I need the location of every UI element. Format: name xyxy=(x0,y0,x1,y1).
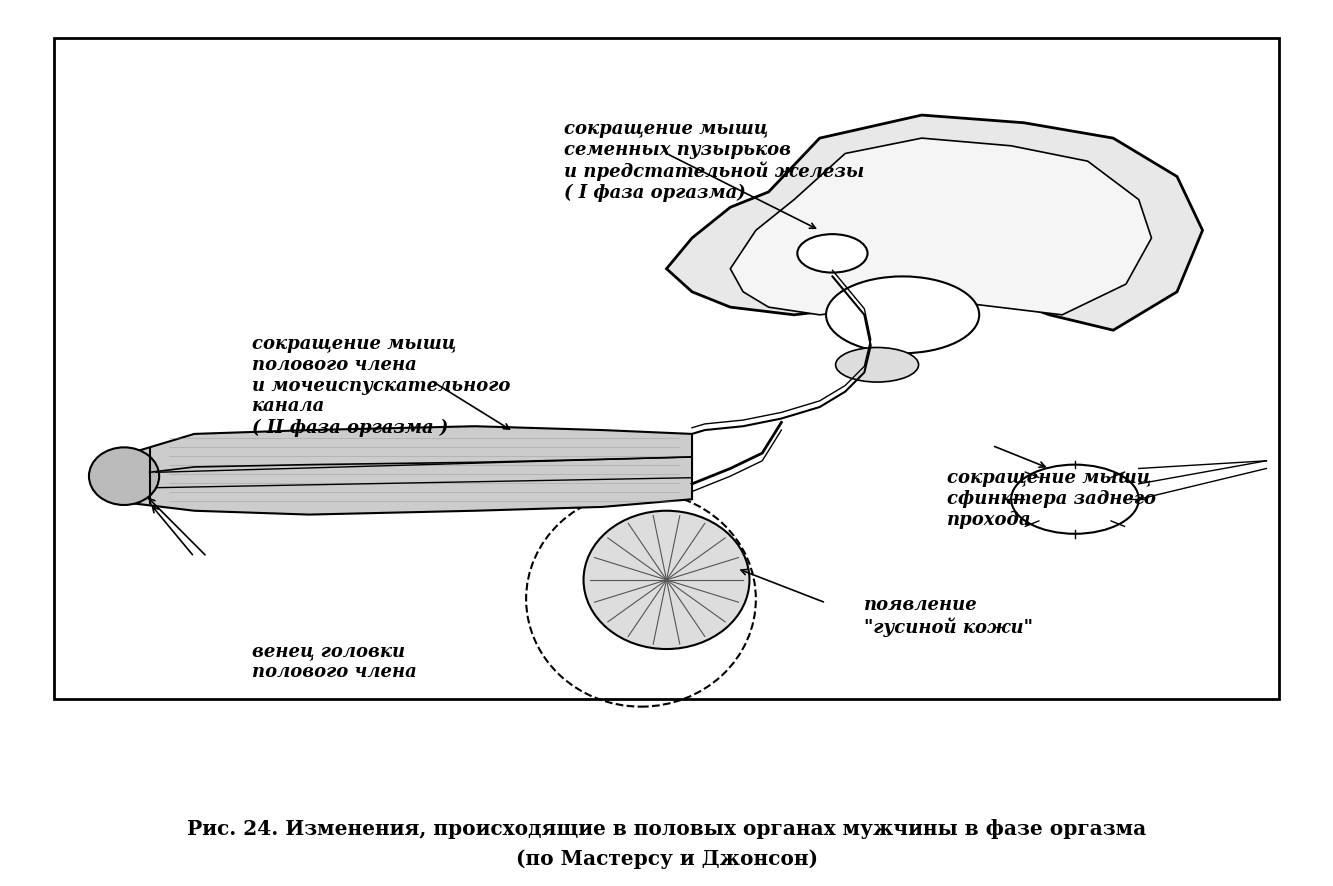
Text: (по Мастерсу и Джонсон): (по Мастерсу и Джонсон) xyxy=(516,848,817,867)
Ellipse shape xyxy=(826,277,980,354)
Text: сокращение мышц
сфинктера заднего
прохода: сокращение мышц сфинктера заднего проход… xyxy=(948,469,1156,528)
Text: сокращение мышц
семенных пузырьков
и предстательной железы
( I фаза оргазма): сокращение мышц семенных пузырьков и пре… xyxy=(564,120,865,202)
Text: Рис. 24. Изменения, происходящие в половых органах мужчины в фазе оргазма: Рис. 24. Изменения, происходящие в полов… xyxy=(187,819,1146,838)
Text: венец головки
полового члена: венец головки полового члена xyxy=(252,641,416,680)
Ellipse shape xyxy=(89,447,159,505)
Polygon shape xyxy=(131,427,692,515)
Text: появление
"гусиной кожи": появление "гусиной кожи" xyxy=(864,595,1033,636)
Ellipse shape xyxy=(584,511,749,649)
FancyBboxPatch shape xyxy=(53,39,1280,699)
Ellipse shape xyxy=(836,348,918,383)
Polygon shape xyxy=(730,139,1152,315)
Text: сокращение мышц
полового члена
и мочеиспускательного
канала
( II фаза оргазма ): сокращение мышц полового члена и мочеисп… xyxy=(252,335,511,436)
Polygon shape xyxy=(666,116,1202,330)
Ellipse shape xyxy=(797,235,868,273)
